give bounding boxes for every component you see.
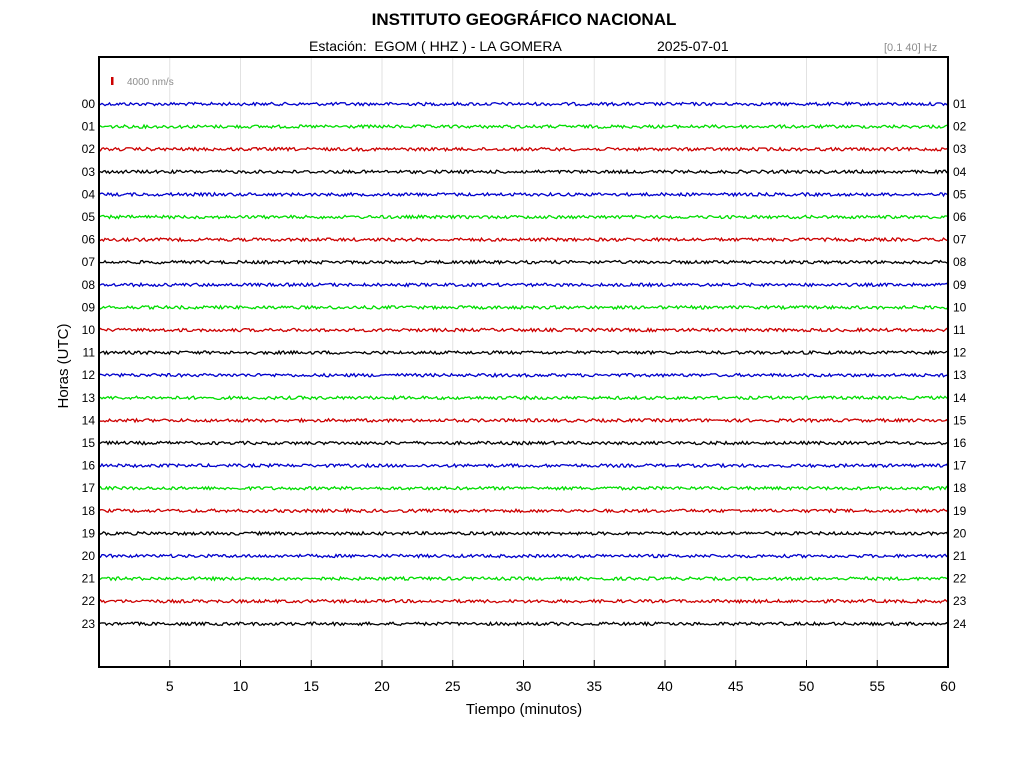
x-tick-label-15: 15 xyxy=(303,678,319,694)
x-tick-label-40: 40 xyxy=(657,678,673,694)
hour-label-left-09: 09 xyxy=(82,300,96,314)
trace-hour-11 xyxy=(98,349,949,356)
trace-hour-18 xyxy=(98,507,949,514)
hour-label-right-03: 03 xyxy=(953,142,967,156)
grid-lines xyxy=(169,57,878,667)
hour-label-left-14: 14 xyxy=(82,413,96,427)
hour-label-left-19: 19 xyxy=(82,526,96,540)
hour-label-left-10: 10 xyxy=(82,323,96,337)
trace-hour-07 xyxy=(98,259,949,266)
hour-label-left-22: 22 xyxy=(82,594,96,608)
hour-label-right-06: 06 xyxy=(953,210,967,224)
hour-label-left-15: 15 xyxy=(82,436,96,450)
x-tick-label-20: 20 xyxy=(374,678,390,694)
scale-bar-label: 4000 nm/s xyxy=(127,77,174,88)
x-axis-label: Tiempo (minutos) xyxy=(466,701,582,718)
scale-bar xyxy=(111,77,114,85)
hour-label-right-18: 18 xyxy=(953,481,967,495)
trace-hour-10 xyxy=(98,327,949,333)
hour-label-right-04: 04 xyxy=(953,165,967,179)
hour-label-right-19: 19 xyxy=(953,504,967,518)
trace-hour-20 xyxy=(98,553,949,559)
x-tick-label-60: 60 xyxy=(940,678,956,694)
x-tick-label-50: 50 xyxy=(799,678,815,694)
chart-title: INSTITUTO GEOGRÁFICO NACIONAL xyxy=(371,10,677,29)
hour-label-right-05: 05 xyxy=(953,187,967,201)
trace-hour-06 xyxy=(98,236,949,243)
hour-label-right-10: 10 xyxy=(953,300,967,314)
hour-label-left-04: 04 xyxy=(82,187,96,201)
trace-hour-09 xyxy=(98,304,949,311)
hour-label-right-24: 24 xyxy=(953,617,967,631)
trace-hour-03 xyxy=(98,168,949,175)
hour-label-right-08: 08 xyxy=(953,255,967,269)
x-tick-label-45: 45 xyxy=(728,678,744,694)
trace-hour-15 xyxy=(98,440,949,446)
hour-label-left-23: 23 xyxy=(82,617,96,631)
hour-label-left-12: 12 xyxy=(82,368,96,382)
trace-hour-23 xyxy=(98,620,949,627)
date-label: 2025-07-01 xyxy=(657,38,729,54)
hour-label-right-16: 16 xyxy=(953,436,967,450)
hour-label-left-06: 06 xyxy=(82,233,96,247)
hour-label-left-01: 01 xyxy=(82,120,96,134)
station-label: Estación: EGOM ( HHZ ) - LA GOMERA xyxy=(309,38,562,54)
hour-label-left-20: 20 xyxy=(82,549,96,563)
hour-label-right-12: 12 xyxy=(953,346,967,360)
hour-label-left-00: 00 xyxy=(82,97,96,111)
hour-label-left-13: 13 xyxy=(82,391,96,405)
x-tick-label-35: 35 xyxy=(586,678,602,694)
trace-hour-14 xyxy=(98,417,949,424)
trace-hour-02 xyxy=(98,146,948,153)
y-axis-label: Horas (UTC) xyxy=(55,323,72,408)
trace-hour-05 xyxy=(98,214,949,220)
trace-hour-21 xyxy=(98,575,949,582)
hour-label-right-22: 22 xyxy=(953,572,967,586)
trace-hour-08 xyxy=(98,281,949,288)
trace-hour-00 xyxy=(98,101,949,107)
hour-label-right-17: 17 xyxy=(953,459,967,473)
hour-label-right-07: 07 xyxy=(953,233,967,247)
hour-label-left-16: 16 xyxy=(82,459,96,473)
hour-label-right-20: 20 xyxy=(953,526,967,540)
hour-label-right-09: 09 xyxy=(953,278,967,292)
hour-label-left-05: 05 xyxy=(82,210,96,224)
trace-hour-12 xyxy=(98,372,949,379)
trace-hour-17 xyxy=(98,485,949,492)
x-axis-ticks: 5 10 15 20 25 30 35 40 45 50 55 60 xyxy=(166,660,956,694)
trace-hour-13 xyxy=(98,394,949,401)
hour-label-left-11: 11 xyxy=(83,346,96,360)
hour-label-right-21: 21 xyxy=(953,549,967,563)
hour-label-left-02: 02 xyxy=(82,142,96,156)
hour-label-left-17: 17 xyxy=(82,481,96,495)
hour-label-right-14: 14 xyxy=(953,391,967,405)
trace-hour-19 xyxy=(98,530,949,537)
seismic-traces xyxy=(98,101,949,627)
left-hour-labels: 00 01 02 03 04 05 06 07 08 09 10 11 12 13 14 15 16 17 18 19… xyxy=(82,97,96,631)
hour-label-left-21: 21 xyxy=(82,572,96,586)
x-tick-label-55: 55 xyxy=(869,678,885,694)
x-tick-label-5: 5 xyxy=(166,678,174,694)
hour-label-right-15: 15 xyxy=(953,413,967,427)
hour-label-right-01: 01 xyxy=(953,97,967,111)
hour-label-right-23: 23 xyxy=(953,594,967,608)
hour-label-right-02: 02 xyxy=(953,120,967,134)
hour-label-right-13: 13 xyxy=(953,368,967,382)
hour-label-right-11: 11 xyxy=(953,323,966,337)
trace-hour-22 xyxy=(98,598,949,605)
x-tick-label-10: 10 xyxy=(233,678,249,694)
trace-hour-16 xyxy=(98,462,949,469)
hour-label-left-18: 18 xyxy=(82,504,96,518)
hour-label-left-08: 08 xyxy=(82,278,96,292)
hour-label-left-07: 07 xyxy=(82,255,96,269)
hour-label-left-03: 03 xyxy=(82,165,96,179)
trace-hour-04 xyxy=(98,191,949,198)
amplitude-scale: 4000 nm/s xyxy=(111,77,174,88)
filter-band-label: [0.1 40] Hz xyxy=(884,42,938,54)
right-hour-labels: 01 02 03 04 05 06 07 08 09 10 11 12 13 14 15 16 17 18 19 20… xyxy=(953,97,967,631)
trace-hour-01 xyxy=(98,123,949,130)
x-tick-label-25: 25 xyxy=(445,678,461,694)
x-tick-label-30: 30 xyxy=(516,678,532,694)
